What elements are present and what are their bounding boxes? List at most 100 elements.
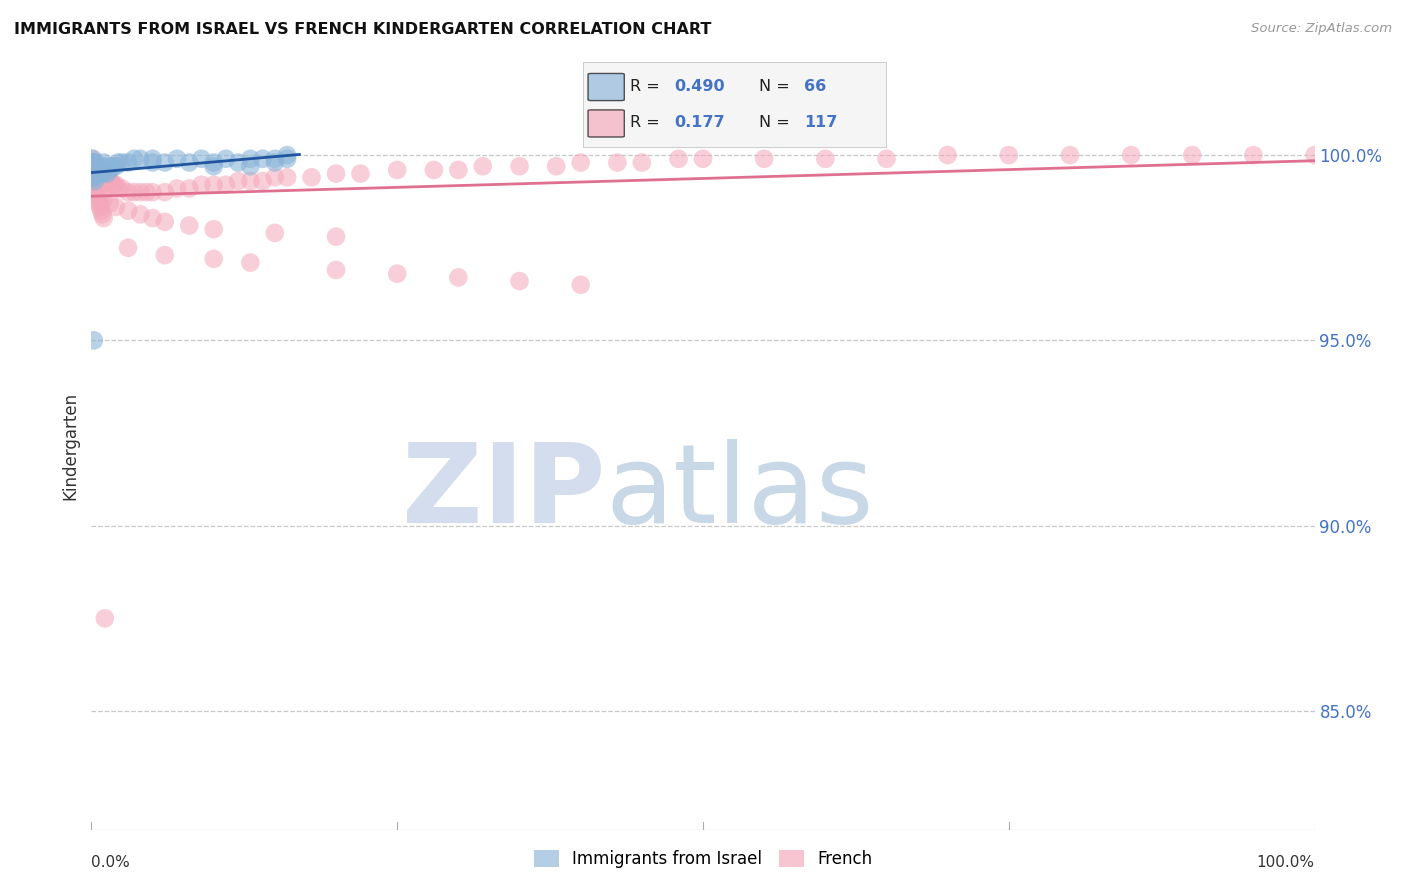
Point: [84, 162, 107, 177]
Point: [86, 159, 108, 173]
Point: [325, 167, 347, 181]
Point: [129, 152, 152, 166]
Point: [153, 215, 176, 229]
Point: [93, 162, 115, 177]
Point: [82, 167, 104, 181]
Text: N =: N =: [759, 115, 794, 130]
Point: [202, 159, 225, 173]
Point: [447, 162, 470, 177]
Point: [1121, 148, 1143, 162]
FancyBboxPatch shape: [588, 73, 624, 101]
Point: [91, 170, 114, 185]
Point: [87, 162, 110, 177]
Point: [84, 185, 107, 199]
Point: [89, 162, 111, 177]
Point: [83, 155, 105, 169]
Point: [84, 155, 107, 169]
Point: [84, 167, 107, 181]
Point: [82, 174, 104, 188]
Point: [86, 162, 108, 177]
Point: [93, 170, 115, 185]
Text: IMMIGRANTS FROM ISRAEL VS FRENCH KINDERGARTEN CORRELATION CHART: IMMIGRANTS FROM ISRAEL VS FRENCH KINDERG…: [14, 22, 711, 37]
Point: [98, 196, 121, 211]
Point: [252, 174, 274, 188]
Point: [153, 185, 176, 199]
Point: [385, 267, 409, 281]
Text: R =: R =: [630, 115, 671, 130]
Point: [111, 155, 134, 169]
Point: [86, 159, 108, 173]
Point: [94, 162, 117, 177]
Point: [141, 211, 163, 225]
Point: [153, 155, 176, 169]
Point: [94, 167, 117, 181]
Point: [86, 193, 108, 207]
Point: [82, 155, 104, 169]
Text: R =: R =: [630, 78, 665, 94]
Point: [202, 222, 225, 236]
Point: [1303, 148, 1326, 162]
Point: [569, 277, 592, 292]
Point: [153, 248, 176, 262]
Point: [90, 170, 112, 185]
Point: [83, 162, 105, 177]
Point: [84, 159, 107, 173]
Point: [509, 159, 531, 173]
Point: [86, 167, 108, 181]
Point: [107, 155, 129, 169]
Legend: Immigrants from Israel, French: Immigrants from Israel, French: [527, 844, 879, 875]
Point: [83, 178, 105, 192]
Point: [179, 155, 201, 169]
Point: [96, 170, 118, 185]
Point: [117, 203, 139, 218]
Point: [84, 174, 107, 188]
Point: [87, 170, 110, 185]
Point: [98, 174, 121, 188]
Point: [98, 162, 121, 177]
Point: [83, 170, 105, 185]
Point: [100, 159, 122, 173]
Text: 0.490: 0.490: [675, 78, 725, 94]
Point: [83, 159, 105, 173]
Text: 0.177: 0.177: [675, 115, 725, 130]
Point: [276, 152, 298, 166]
Point: [239, 159, 262, 173]
Point: [447, 270, 470, 285]
Point: [509, 274, 531, 288]
Point: [84, 159, 107, 173]
Point: [82, 162, 104, 177]
Point: [104, 200, 127, 214]
Point: [89, 159, 111, 173]
Point: [325, 229, 347, 244]
Point: [103, 159, 125, 173]
Point: [89, 162, 111, 177]
Point: [84, 189, 107, 203]
Point: [190, 152, 212, 166]
Point: [276, 148, 298, 162]
Point: [141, 155, 163, 169]
Point: [83, 159, 105, 173]
Point: [936, 148, 959, 162]
Point: [87, 167, 110, 181]
Point: [91, 167, 114, 181]
Point: [1059, 148, 1081, 162]
Point: [129, 185, 152, 199]
Point: [141, 185, 163, 199]
Point: [83, 155, 105, 169]
Point: [325, 263, 347, 277]
Point: [90, 167, 112, 181]
Point: [111, 181, 134, 195]
Point: [93, 193, 115, 207]
Point: [84, 159, 107, 173]
Text: 66: 66: [804, 78, 827, 94]
Point: [86, 162, 108, 177]
Point: [1181, 148, 1204, 162]
Point: [94, 611, 117, 625]
Text: 0.0%: 0.0%: [91, 855, 131, 870]
Point: [264, 226, 287, 240]
Point: [93, 155, 115, 169]
Point: [122, 185, 145, 199]
Point: [82, 162, 104, 177]
Point: [471, 159, 494, 173]
Point: [546, 159, 568, 173]
